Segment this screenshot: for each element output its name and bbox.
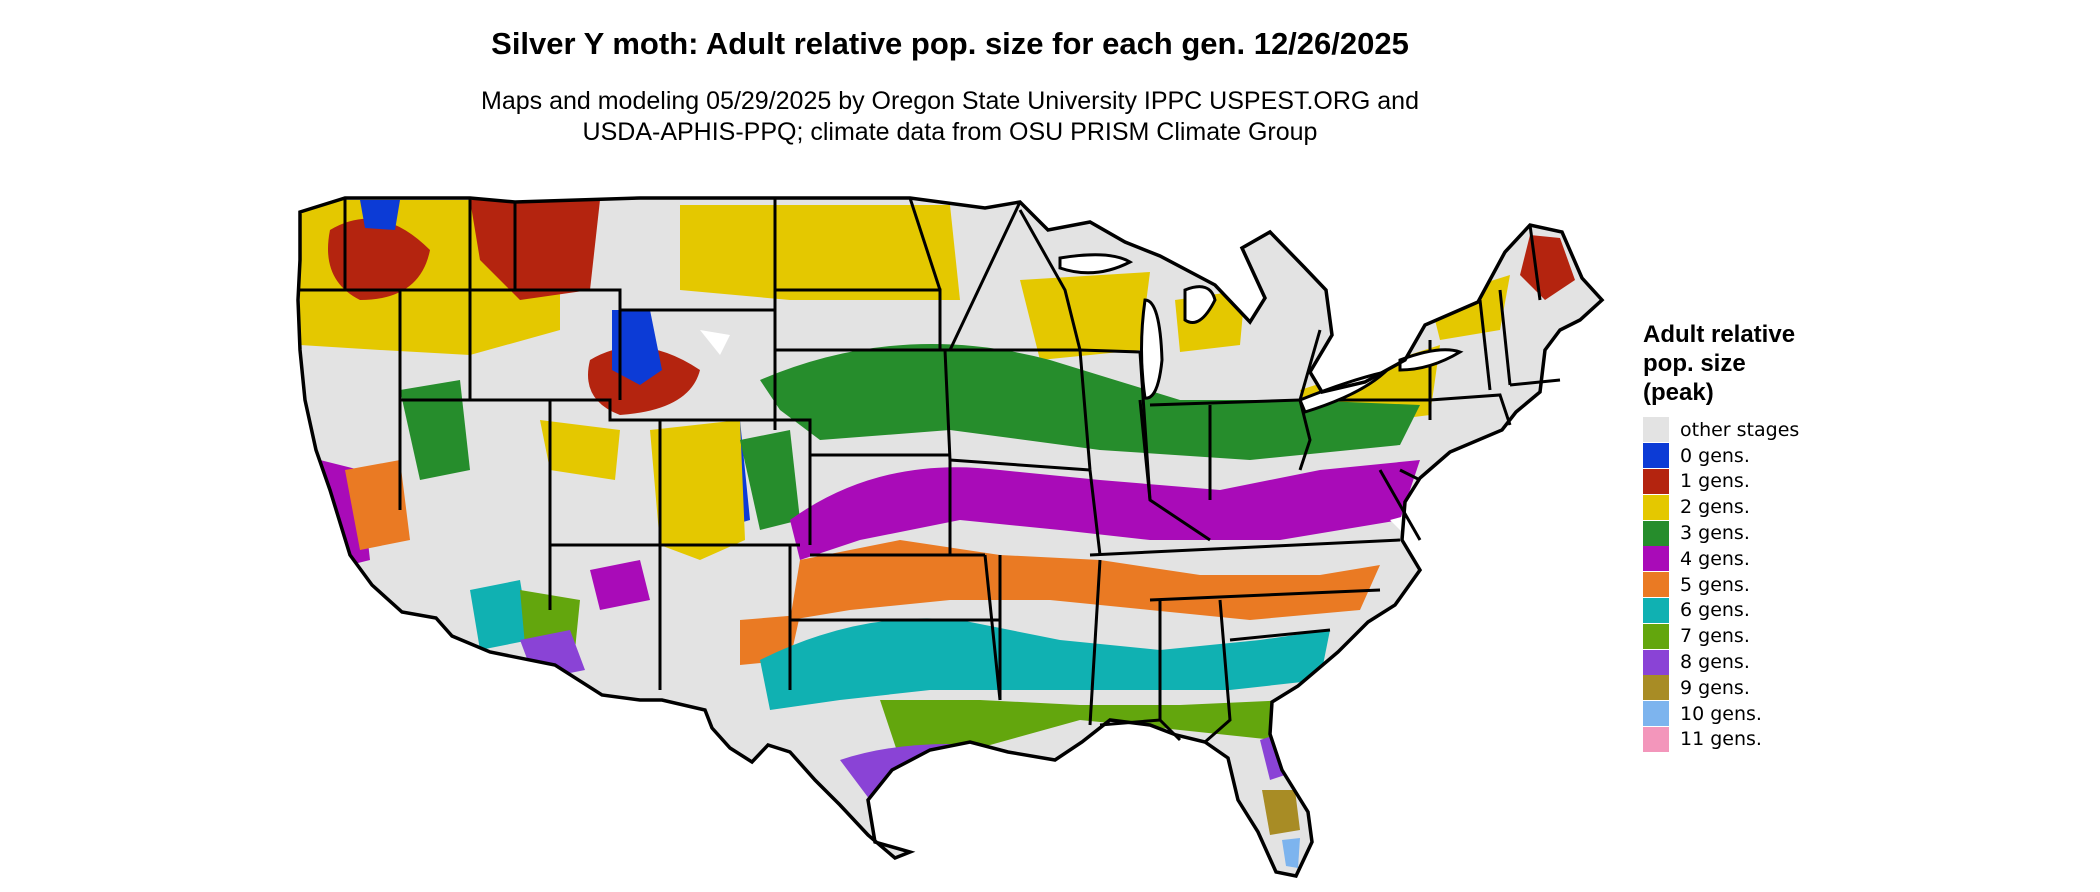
legend-label: 11 gens. <box>1680 728 1762 751</box>
legend-label: 7 gens. <box>1680 625 1750 648</box>
legend-swatch <box>1643 546 1669 572</box>
map-title: Silver Y moth: Adult relative pop. size … <box>491 26 1409 61</box>
legend-swatch <box>1643 417 1669 443</box>
legend-item: other stages <box>1643 417 1853 443</box>
legend-item: 0 gens. <box>1643 443 1853 469</box>
legend-title-line-2: pop. size <box>1643 350 1746 377</box>
legend-swatch <box>1643 649 1669 675</box>
subtitle-line-2: USDA-APHIS-PPQ; climate data from OSU PR… <box>582 118 1318 146</box>
legend-label: 1 gens. <box>1680 470 1750 493</box>
legend-items: other stages 0 gens. 1 gens. 2 gens. 3 gens.… <box>1643 417 1853 752</box>
legend-item: 4 gens. <box>1643 546 1853 572</box>
legend-label: 6 gens. <box>1680 599 1750 622</box>
map-legend: Adult relative pop. size (peak) other st… <box>1643 320 1853 752</box>
legend-item: 3 gens. <box>1643 520 1853 546</box>
legend-item: 7 gens. <box>1643 623 1853 649</box>
legend-swatch <box>1643 494 1669 520</box>
legend-label: 3 gens. <box>1680 522 1750 545</box>
legend-label: 2 gens. <box>1680 496 1750 519</box>
legend-item: 11 gens. <box>1643 726 1853 753</box>
legend-label: 4 gens. <box>1680 547 1750 570</box>
legend-item: 1 gens. <box>1643 468 1853 495</box>
legend-label: 0 gens. <box>1680 444 1750 467</box>
legend-label: 8 gens. <box>1680 651 1750 674</box>
legend-label: other stages <box>1680 418 1800 441</box>
legend-item: 9 gens. <box>1643 675 1853 701</box>
legend-swatch <box>1643 443 1669 469</box>
legend-item: 2 gens. <box>1643 494 1853 520</box>
legend-title-line-1: Adult relative <box>1643 321 1796 348</box>
legend-label: 9 gens. <box>1680 676 1750 699</box>
legend-title: Adult relative pop. size (peak) <box>1643 320 1853 407</box>
legend-swatch <box>1643 520 1669 546</box>
legend-swatch <box>1643 675 1669 701</box>
legend-swatch <box>1643 623 1669 649</box>
legend-label: 5 gens. <box>1680 573 1750 596</box>
legend-swatch <box>1643 468 1669 494</box>
legend-label: 10 gens. <box>1680 702 1762 725</box>
legend-swatch <box>1643 726 1669 752</box>
legend-swatch <box>1643 701 1669 727</box>
legend-swatch <box>1643 572 1669 598</box>
legend-item: 5 gens. <box>1643 572 1853 598</box>
map-subtitle: Maps and modeling 05/29/2025 by Oregon S… <box>0 86 1900 148</box>
legend-item: 8 gens. <box>1643 649 1853 675</box>
legend-item: 10 gens. <box>1643 701 1853 727</box>
subtitle-line-1: Maps and modeling 05/29/2025 by Oregon S… <box>481 87 1419 115</box>
state-boundaries <box>300 197 1561 744</box>
legend-item: 6 gens. <box>1643 597 1853 624</box>
legend-title-line-3: (peak) <box>1643 379 1714 406</box>
legend-swatch <box>1643 597 1669 623</box>
